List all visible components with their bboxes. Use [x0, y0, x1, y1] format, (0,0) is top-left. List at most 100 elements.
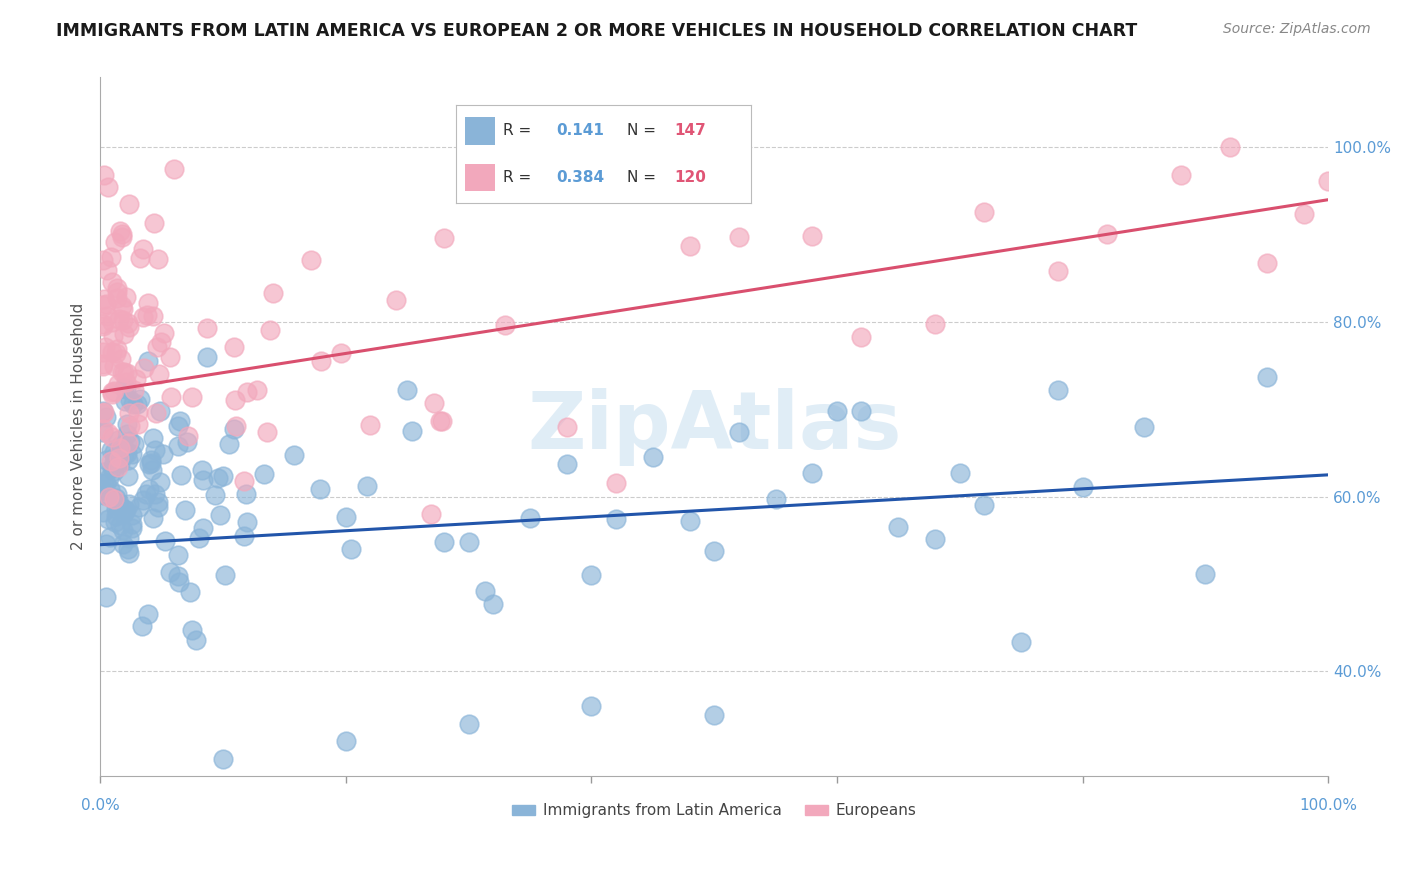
Point [112, 537, 135, 551]
Text: IMMIGRANTS FROM LATIN AMERICA VS EUROPEAN 2 OR MORE VEHICLES IN HOUSEHOLD CORREL: IMMIGRANTS FROM LATIN AMERICA VS EUROPEA… [56, 22, 1137, 40]
Point [108, 457, 131, 471]
Point [121, 508, 143, 522]
Point [765, 491, 787, 506]
Point [149, 404, 172, 418]
Point [136, 607, 159, 622]
Point [678, 239, 700, 253]
Point [143, 442, 166, 457]
Point [112, 365, 135, 379]
Point [1256, 370, 1278, 384]
Point [104, 235, 127, 250]
Point [225, 418, 247, 433]
Point [148, 368, 170, 382]
Point [100, 454, 122, 468]
Point [139, 457, 162, 471]
Point [107, 459, 129, 474]
Point [148, 500, 170, 514]
Point [163, 161, 186, 176]
Point [474, 583, 496, 598]
Point [103, 329, 125, 343]
Point [117, 452, 139, 467]
Point [703, 708, 725, 723]
Point [1046, 264, 1069, 278]
Point [117, 316, 139, 330]
Point [117, 406, 139, 420]
Point [115, 417, 138, 431]
Point [142, 431, 165, 445]
Point [401, 424, 423, 438]
Point [101, 385, 124, 400]
Point [184, 633, 207, 648]
Point [204, 488, 226, 502]
Point [103, 455, 125, 469]
Point [555, 458, 578, 472]
Point [117, 468, 139, 483]
Point [97, 512, 120, 526]
Point [193, 473, 215, 487]
Point [114, 376, 136, 390]
Point [359, 418, 381, 433]
Point [1219, 140, 1241, 154]
Point [181, 390, 204, 404]
Point [195, 320, 218, 334]
Point [138, 458, 160, 472]
Point [112, 381, 135, 395]
Point [153, 326, 176, 341]
Point [91, 357, 114, 371]
Point [153, 534, 176, 549]
Point [1095, 227, 1118, 241]
Point [142, 510, 165, 524]
Point [340, 541, 363, 556]
Point [235, 487, 257, 501]
Point [212, 468, 235, 483]
Point [93, 168, 115, 182]
Point [105, 502, 128, 516]
Point [136, 296, 159, 310]
Point [246, 383, 269, 397]
Point [115, 290, 138, 304]
Point [222, 422, 245, 436]
Point [97, 425, 120, 440]
Point [218, 437, 240, 451]
Point [96, 410, 118, 425]
Point [169, 574, 191, 589]
Text: ZipAtlas: ZipAtlas [527, 388, 901, 466]
Point [100, 250, 122, 264]
Point [91, 404, 114, 418]
Point [96, 309, 118, 323]
Point [208, 508, 231, 522]
Point [105, 486, 128, 500]
Point [91, 359, 114, 374]
Point [141, 463, 163, 477]
Point [115, 382, 138, 396]
Point [335, 734, 357, 748]
Point [108, 451, 131, 466]
Point [430, 414, 453, 428]
Point [107, 499, 129, 513]
Point [457, 716, 479, 731]
Point [111, 523, 134, 537]
Point [1071, 480, 1094, 494]
Point [128, 500, 150, 514]
Point [111, 227, 134, 241]
Point [195, 350, 218, 364]
Point [1170, 168, 1192, 182]
Point [105, 285, 128, 299]
Point [385, 293, 408, 307]
Point [224, 393, 246, 408]
Point [727, 425, 749, 439]
Point [335, 509, 357, 524]
Point [112, 448, 135, 462]
Point [396, 384, 419, 398]
Point [138, 483, 160, 497]
Point [169, 414, 191, 428]
Point [233, 529, 256, 543]
Point [105, 345, 128, 359]
Point [581, 568, 603, 582]
Point [142, 309, 165, 323]
Point [100, 443, 122, 458]
Point [159, 350, 181, 364]
Point [117, 436, 139, 450]
Point [101, 275, 124, 289]
Point [166, 418, 188, 433]
